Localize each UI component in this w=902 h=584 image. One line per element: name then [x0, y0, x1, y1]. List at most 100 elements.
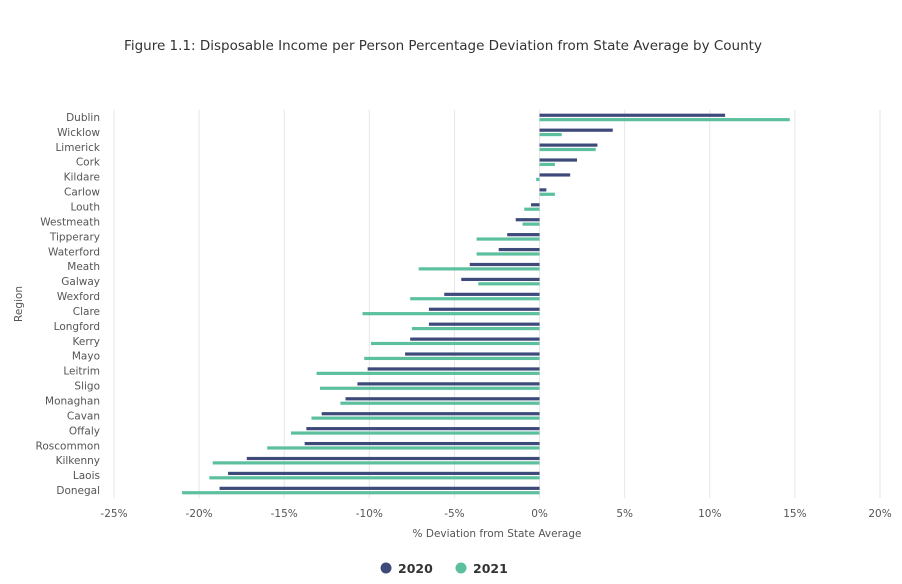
bar-limerick-2021[interactable]	[539, 147, 596, 152]
bar-kildare-2020[interactable]	[539, 173, 571, 177]
category-label: Roscommon	[36, 440, 100, 452]
bar-donegal-2020[interactable]	[219, 486, 540, 490]
x-tick-label: -25%	[100, 508, 127, 520]
bar-galway-2021[interactable]	[478, 282, 540, 286]
legend-label: 2020	[398, 561, 433, 576]
x-tick-label: 15%	[783, 508, 806, 520]
bar-wicklow-2020[interactable]	[539, 128, 613, 132]
bars-group	[182, 113, 790, 495]
bar-longford-2020[interactable]	[428, 322, 540, 326]
bar-waterford-2021[interactable]	[476, 252, 540, 256]
bar-tipperary-2020[interactable]	[507, 233, 540, 237]
bar-cork-2020[interactable]	[539, 158, 578, 162]
bar-westmeath-2020[interactable]	[515, 218, 540, 222]
bar-offaly-2020[interactable]	[306, 427, 540, 431]
bar-monaghan-2020[interactable]	[345, 397, 540, 401]
bar-sligo-2020[interactable]	[357, 382, 540, 386]
category-label: Waterford	[48, 246, 100, 258]
x-tick-label: 0%	[531, 508, 548, 520]
bar-wexford-2021[interactable]	[410, 297, 540, 301]
x-axis-label: % Deviation from State Average	[413, 528, 582, 540]
bar-roscommon-2021[interactable]	[267, 446, 540, 450]
legend-label: 2021	[473, 561, 508, 576]
category-label: Donegal	[56, 485, 100, 497]
bar-kilkenny-2021[interactable]	[212, 461, 540, 465]
bar-galway-2020[interactable]	[461, 277, 540, 282]
bar-mayo-2020[interactable]	[405, 352, 540, 356]
x-tick-label: -10%	[356, 508, 383, 520]
y-axis-label: Region	[13, 286, 25, 322]
bar-carlow-2021[interactable]	[539, 192, 555, 196]
bar-dublin-2021[interactable]	[539, 118, 790, 122]
category-label: Limerick	[55, 142, 100, 154]
bar-mayo-2021[interactable]	[364, 356, 540, 361]
legend-marker	[380, 562, 392, 574]
x-tick-label: -20%	[186, 508, 213, 520]
bar-clare-2021[interactable]	[362, 312, 540, 316]
category-label: Monaghan	[45, 396, 100, 408]
category-label: Kilkenny	[56, 455, 100, 467]
category-label: Cavan	[67, 410, 100, 422]
x-tick-label: 5%	[616, 508, 633, 520]
bar-waterford-2020[interactable]	[498, 247, 540, 252]
category-label: Westmeath	[40, 216, 100, 228]
bar-donegal-2021[interactable]	[182, 491, 540, 495]
bar-dublin-2020[interactable]	[539, 113, 726, 117]
bar-carlow-2020[interactable]	[539, 188, 547, 192]
bar-leitrim-2021[interactable]	[316, 371, 540, 375]
bar-kerry-2020[interactable]	[410, 337, 540, 341]
bar-meath-2020[interactable]	[469, 262, 540, 267]
bar-cork-2021[interactable]	[539, 162, 555, 167]
category-label: Kildare	[64, 172, 100, 184]
category-label: Wexford	[57, 291, 100, 303]
category-label: Sligo	[74, 381, 100, 393]
x-tick-labels: -25% -20% -15% -10% -5% 0% 5% 10% 15% 20%	[100, 508, 891, 520]
bar-clare-2020[interactable]	[428, 307, 540, 311]
legend-item-2021[interactable]: 2021	[455, 561, 508, 576]
x-tick-label: -15%	[271, 508, 298, 520]
bar-meath-2021[interactable]	[418, 267, 540, 271]
bar-wicklow-2021[interactable]	[539, 132, 562, 137]
category-label: Kerry	[73, 336, 101, 348]
bar-kildare-2021[interactable]	[536, 177, 540, 181]
bar-sligo-2021[interactable]	[319, 386, 540, 390]
bar-louth-2021[interactable]	[524, 207, 540, 211]
category-label: Cork	[76, 157, 101, 169]
bar-cavan-2020[interactable]	[321, 412, 540, 416]
category-label: Louth	[70, 202, 100, 214]
bar-wexford-2020[interactable]	[444, 292, 540, 296]
bar-kilkenny-2020[interactable]	[246, 456, 540, 461]
bar-louth-2020[interactable]	[531, 203, 540, 207]
bar-cavan-2021[interactable]	[311, 416, 540, 420]
bar-leitrim-2020[interactable]	[367, 367, 540, 371]
grid-lines	[113, 110, 881, 498]
category-label: Tipperary	[49, 231, 100, 243]
bar-westmeath-2021[interactable]	[522, 222, 540, 226]
legend: 2020 2021	[380, 561, 508, 576]
category-label: Wicklow	[57, 127, 100, 139]
bar-laois-2021[interactable]	[209, 476, 540, 480]
x-tick-label: 20%	[868, 508, 891, 520]
x-tick-label: 10%	[698, 508, 721, 520]
bar-monaghan-2021[interactable]	[340, 401, 540, 405]
bar-kerry-2021[interactable]	[371, 341, 540, 346]
category-labels: Dublin Wicklow Limerick Cork Kildare Carlow Lo…	[36, 112, 101, 497]
category-label: Galway	[61, 276, 100, 288]
bar-longford-2021[interactable]	[411, 326, 540, 331]
bar-offaly-2021[interactable]	[291, 431, 540, 435]
bar-roscommon-2020[interactable]	[304, 441, 540, 446]
category-label: Offaly	[69, 425, 100, 437]
legend-item-2020[interactable]: 2020	[380, 561, 434, 576]
x-tick-label: -5%	[444, 508, 464, 520]
category-label: Mayo	[72, 351, 100, 363]
bar-limerick-2020[interactable]	[539, 143, 598, 147]
bar-laois-2020[interactable]	[228, 471, 540, 476]
chart-title: Figure 1.1: Disposable Income per Person…	[124, 38, 762, 54]
category-label: Laois	[73, 470, 100, 482]
category-label: Dublin	[66, 112, 100, 124]
category-label: Leitrim	[63, 366, 100, 378]
bar-tipperary-2021[interactable]	[476, 237, 540, 241]
legend-marker	[455, 562, 467, 574]
category-label: Longford	[54, 321, 100, 333]
